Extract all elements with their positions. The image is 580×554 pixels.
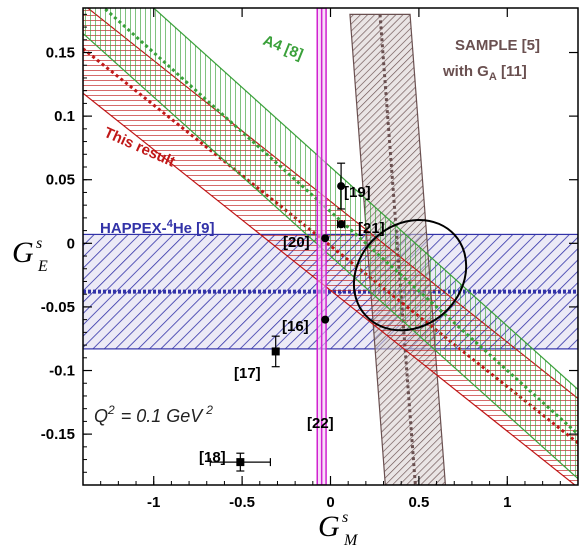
y-tick-label: 0.1: [54, 108, 75, 125]
x-tick-label: 0.5: [408, 494, 429, 511]
confidence-ellipse: [352, 218, 468, 332]
marks-layer: [209, 162, 468, 472]
x-axis-title-main: G: [318, 510, 340, 543]
point-16-marker: [321, 315, 330, 324]
q2-sup: 2: [107, 403, 115, 417]
y-axis-title-sup: s: [36, 235, 42, 252]
y-axis-title-main: G: [12, 236, 34, 269]
sample-label-line1: SAMPLE [5]: [455, 37, 540, 54]
axes-layer: -1 -0.5 0 0.5 1 0.15 0.1 0.05 0 -0.05 -0.1 -0.15: [41, 7, 579, 511]
a4-band: [83, 8, 578, 480]
point-20-marker: [321, 234, 330, 243]
point-17-marker: [271, 347, 280, 356]
x-tick-label: 1: [503, 494, 511, 511]
happex-label-sup: 4: [167, 218, 174, 230]
point-19-marker: [337, 182, 346, 191]
a4-band-center-line: [101, 8, 578, 436]
a4-label: A4 [8]: [261, 32, 306, 63]
sample-label-line2: with GA [11]: [442, 63, 527, 83]
x-axis-title-sub: M: [343, 532, 359, 549]
x-tick-label: 0: [326, 494, 334, 511]
q2-value: = 0.1 GeV: [121, 406, 205, 426]
point-21-marker: [337, 220, 346, 229]
y-tick-label: 0.15: [46, 45, 75, 62]
point-label-20: [20]: [283, 234, 310, 251]
y-tick-label: 0: [67, 235, 75, 252]
point-label-21: [21]: [358, 220, 385, 237]
y-tick-label: -0.15: [41, 426, 75, 443]
y-tick-label: -0.1: [49, 363, 75, 380]
q2-unit-sup: 2: [205, 403, 213, 417]
bands-layer: [83, 8, 578, 485]
point-label-19: [19]: [344, 184, 371, 201]
g22-label: [22]: [307, 415, 334, 432]
happex-label: HAPPEX-4He [9]: [100, 218, 215, 237]
happex-label-rest: He [9]: [173, 220, 215, 237]
y-tick-label: 0.05: [46, 172, 75, 189]
y-tick-label: -0.05: [41, 299, 75, 316]
x-tick-label: -0.5: [229, 494, 255, 511]
y-axis-title-sub: E: [37, 258, 48, 275]
sample-label-sub: A: [489, 71, 497, 83]
point-label-16: [16]: [282, 318, 309, 335]
point-label-17: [17]: [234, 365, 261, 382]
x-axis-title-sup: s: [342, 509, 348, 526]
sample-label-rest: [11]: [497, 63, 527, 80]
point-label-18: [18]: [199, 449, 226, 466]
q2-annotation: Q2 = 0.1 GeV 2: [94, 403, 213, 426]
point-18-marker: [236, 458, 245, 467]
x-tick-label: -1: [147, 494, 160, 511]
